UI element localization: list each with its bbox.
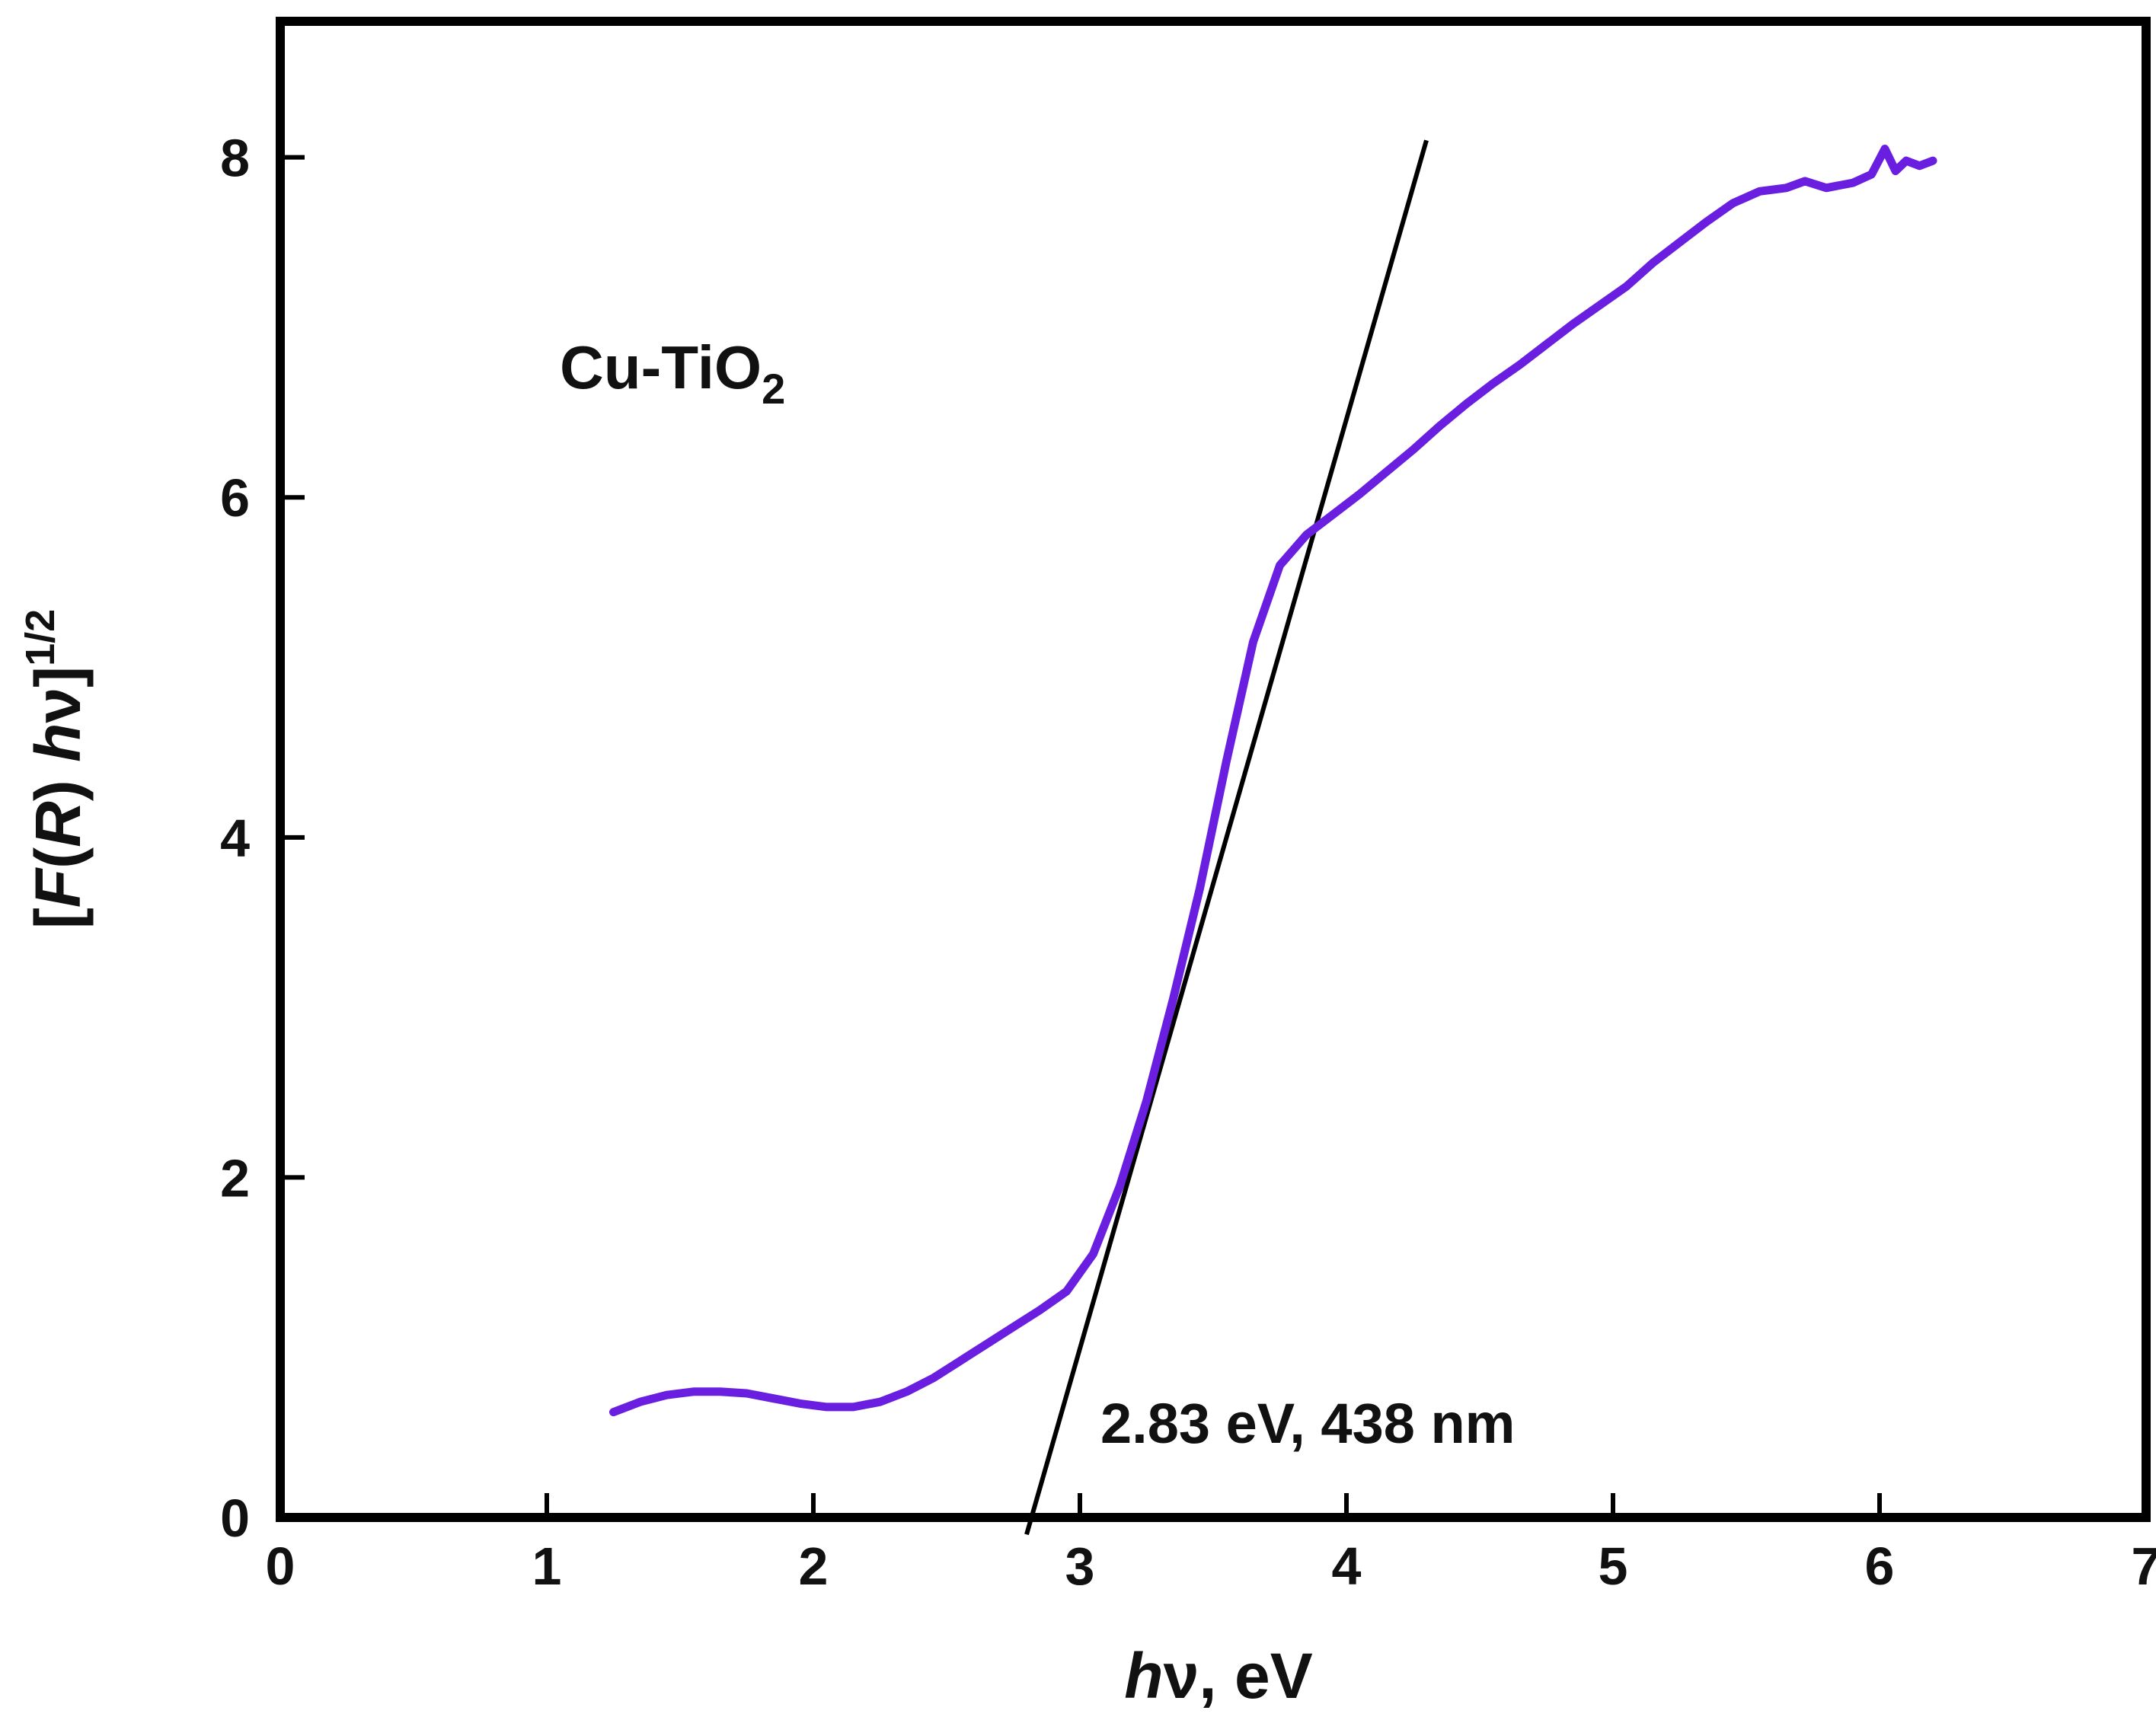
- y-tick-label: 2: [220, 1148, 250, 1208]
- x-tick-label: 4: [1332, 1537, 1362, 1596]
- sample-label-subscript: 2: [762, 365, 785, 413]
- y-title-close-bracket: ]: [22, 666, 94, 688]
- y-title-paren-close: ): [22, 762, 94, 801]
- x-axis-title-rest: ν, eV: [1164, 1640, 1313, 1712]
- y-tick-label: 4: [220, 809, 250, 868]
- y-title-R: R: [22, 801, 94, 847]
- series-layer: [609, 145, 1937, 1417]
- fit-line-layer: [1024, 139, 1429, 1536]
- y-title-nu: ν: [22, 688, 94, 723]
- sample-label-main: Cu-TiO: [560, 333, 762, 401]
- y-axis-ticks: 0 2 4 6 8: [220, 129, 305, 1548]
- x-axis-title: hν, eV: [1124, 1640, 1312, 1712]
- x-axis-title-h: h: [1124, 1640, 1163, 1712]
- y-title-paren-open: (: [22, 847, 94, 869]
- y-title-open-bracket: [: [22, 908, 94, 929]
- x-tick-label: 3: [1065, 1537, 1095, 1596]
- x-axis-ticks: 0 1 2 3 4 5 6 7: [266, 1493, 2156, 1596]
- sample-label: Cu-TiO2: [560, 333, 785, 413]
- x-tick-label: 1: [532, 1537, 562, 1596]
- series-line: [609, 145, 1937, 1417]
- y-tick-label: 6: [220, 468, 250, 528]
- plot-frame: [276, 17, 2151, 1522]
- x-tick-label: 6: [1865, 1537, 1895, 1596]
- y-tick-label: 8: [220, 129, 250, 188]
- y-title-h: h: [22, 723, 94, 762]
- tangent-fit-line: [1024, 139, 1429, 1536]
- y-tick-label: 0: [220, 1489, 250, 1548]
- y-title-exponent: 1/2: [18, 609, 63, 666]
- x-tick-label: 0: [266, 1537, 295, 1596]
- x-tick-label: 2: [799, 1537, 829, 1596]
- bandgap-annotation: 2.83 eV, 438 nm: [1100, 1392, 1515, 1455]
- y-title-F: F: [22, 866, 94, 908]
- y-axis-title: [F(R) hν]1/2: [18, 609, 94, 929]
- x-tick-label: 5: [1599, 1537, 1628, 1596]
- x-tick-label: 7: [2132, 1537, 2156, 1596]
